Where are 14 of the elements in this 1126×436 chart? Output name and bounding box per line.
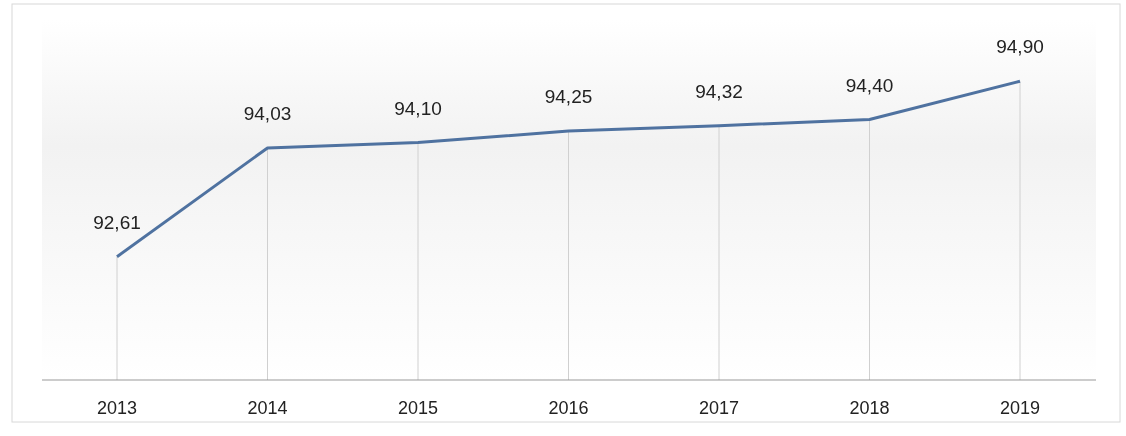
data-label: 94,03 bbox=[243, 102, 292, 124]
data-label: 94,25 bbox=[544, 86, 593, 108]
data-label: 92,61 bbox=[93, 211, 141, 233]
data-label: 94,40 bbox=[845, 74, 894, 96]
data-label: 94,10 bbox=[394, 97, 442, 119]
x-tick-label: 2018 bbox=[849, 398, 890, 418]
data-label: 94,32 bbox=[695, 80, 743, 102]
x-tick-label: 2015 bbox=[397, 398, 439, 418]
data-label: 94,90 bbox=[996, 36, 1044, 58]
x-tick-label: 2016 bbox=[548, 398, 589, 418]
x-tick-label: 2014 bbox=[247, 398, 288, 418]
x-tick-label: 2013 bbox=[96, 398, 138, 418]
x-tick-label: 2017 bbox=[698, 398, 740, 418]
x-tick-label: 2019 bbox=[999, 398, 1041, 418]
